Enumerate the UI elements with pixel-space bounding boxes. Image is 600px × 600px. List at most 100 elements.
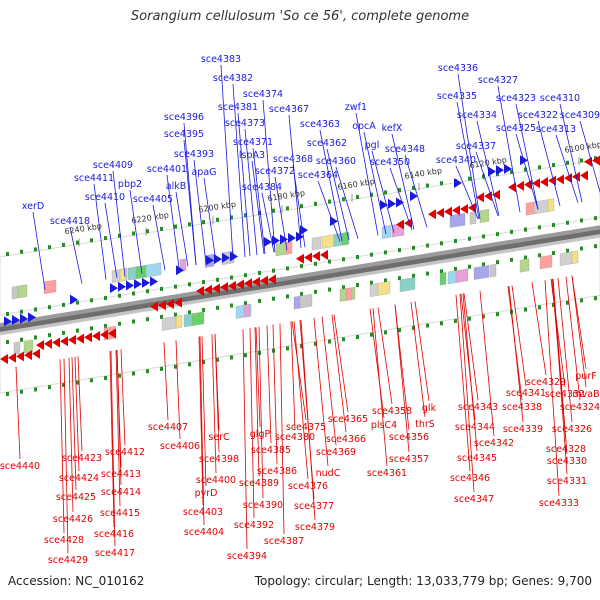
scale-tick-bottom [496, 312, 499, 317]
reverse-gene-arrow [396, 219, 404, 230]
reverse-gene-label-line [109, 351, 115, 528]
scale-tick-inner-bottom [90, 326, 93, 331]
reverse-gene-label-line [369, 308, 385, 419]
scale-tick-inner-bottom [244, 301, 247, 306]
scale-tick-bottom [328, 339, 331, 344]
reverse-gene-label-line [74, 356, 80, 472]
reverse-gene-arrow [532, 178, 540, 189]
forward-gene-label: sce4393 [174, 149, 214, 160]
scale-tick-bottom [524, 307, 527, 312]
scale-tick-top [342, 197, 345, 202]
reverse-gene-arrow [460, 204, 468, 215]
scale-tick-top [580, 158, 583, 163]
scale-tick-top [468, 176, 471, 181]
forward-gene-label: zwf1 [345, 102, 367, 113]
scale-tick-bottom [398, 328, 401, 333]
scale-tick-inner-top [580, 218, 583, 223]
reverse-gene-label-line [372, 308, 388, 467]
scale-tick-inner-top [594, 216, 597, 221]
reverse-gene-label-line [290, 321, 296, 431]
reverse-gene-label-line [300, 319, 316, 521]
forward-gene-arrow [206, 255, 214, 266]
forward-gene-label-line [559, 103, 583, 203]
reverse-gene-label-line [59, 359, 65, 534]
forward-feature-block [127, 266, 138, 281]
scale-tick-inner-top [6, 312, 9, 317]
scale-tick-inner-top [524, 227, 527, 232]
forward-gene-label: xerD [22, 201, 44, 212]
forward-gene-arrow [264, 236, 272, 247]
forward-gene-label: sce4350 [370, 157, 410, 168]
reverse-feature-block [299, 293, 313, 309]
reverse-gene-arrow [252, 276, 260, 287]
scale-tick-top [90, 238, 93, 243]
genome-summary: Topology: circular; Length: 13,033,779 b… [254, 574, 592, 588]
reverse-gene-arrow [100, 329, 108, 340]
scale-tick-top [216, 217, 219, 222]
scale-tick-bottom [412, 325, 415, 330]
forward-gene-arrow [70, 294, 78, 305]
forward-feature-block [547, 198, 555, 212]
reverse-feature-block [489, 263, 497, 278]
forward-gene-arrow [230, 251, 238, 262]
scale-tick-inner-bottom [62, 330, 65, 335]
reverse-gene-label: sce4428 [44, 535, 84, 546]
reverse-gene-label-line [258, 326, 264, 499]
scale-tick-inner-top [566, 220, 569, 225]
reverse-gene-label: sce4389 [239, 478, 279, 489]
scale-tick-top [132, 231, 135, 236]
reverse-gene-arrow [492, 189, 500, 200]
reverse-gene-label: sce4415 [100, 508, 140, 519]
scale-tick-inner-bottom [482, 262, 485, 267]
reverse-gene-arrow [584, 156, 592, 167]
scale-tick-top [356, 194, 359, 199]
forward-gene-label-line [404, 154, 428, 228]
reverse-gene-arrow [212, 283, 220, 294]
reverse-gene-label: sce4398 [199, 454, 239, 465]
forward-feature-block [311, 236, 322, 251]
reverse-gene-label: sce4338 [502, 402, 542, 413]
scale-tick-inner-bottom [146, 317, 149, 322]
reverse-feature-block [571, 250, 579, 264]
scale-tick-inner-bottom [566, 248, 569, 253]
scale-tick-bottom [90, 378, 93, 383]
forward-gene-label-line [129, 189, 143, 274]
reverse-gene-arrow [60, 336, 68, 347]
forward-feature-block [381, 225, 392, 239]
reverse-gene-arrow [158, 300, 166, 311]
reverse-feature-block [455, 268, 469, 283]
reverse-feature-block [369, 283, 380, 297]
scale-tick-inner-top [132, 291, 135, 296]
reverse-gene-label-line [377, 307, 393, 405]
forward-gene-label-line [391, 133, 415, 230]
forward-gene-label: sce4335 [437, 91, 477, 102]
forward-gene-label-line [371, 150, 395, 233]
scale-tick-bottom [384, 330, 387, 335]
scale-tick-inner-top [62, 302, 65, 307]
scale-tick-inner-bottom [440, 269, 443, 274]
reverse-gene-label: sce4390 [243, 500, 283, 511]
reverse-gene-label: glk [422, 403, 437, 414]
reverse-gene-label-line [463, 293, 479, 401]
reverse-gene-label-line [565, 276, 581, 401]
scale-tick-bottom [538, 305, 541, 310]
scale-tick-inner-bottom [202, 308, 205, 313]
reverse-gene-arrow [84, 332, 92, 343]
scale-tick-top [76, 240, 79, 245]
reverse-feature-block [191, 311, 205, 326]
forward-gene-arrow [380, 200, 388, 211]
reverse-gene-arrow [564, 173, 572, 184]
reverse-feature-block [13, 341, 21, 355]
scale-tick-inner-top [104, 296, 107, 301]
forward-gene-label-line [193, 159, 207, 264]
reverse-gene-label: sce4357 [389, 454, 429, 465]
scale-tick-bottom [566, 300, 569, 305]
reverse-gene-label-line [71, 357, 77, 491]
scale-tick-top [314, 201, 317, 206]
scale-tick-bottom [594, 296, 597, 301]
reverse-gene-label: sce4347 [454, 494, 494, 505]
reverse-gene-label-line [511, 285, 527, 387]
scale-tick-inner-top [440, 241, 443, 246]
reverse-gene-arrow [476, 192, 484, 203]
scale-tick-inner-top [300, 264, 303, 269]
